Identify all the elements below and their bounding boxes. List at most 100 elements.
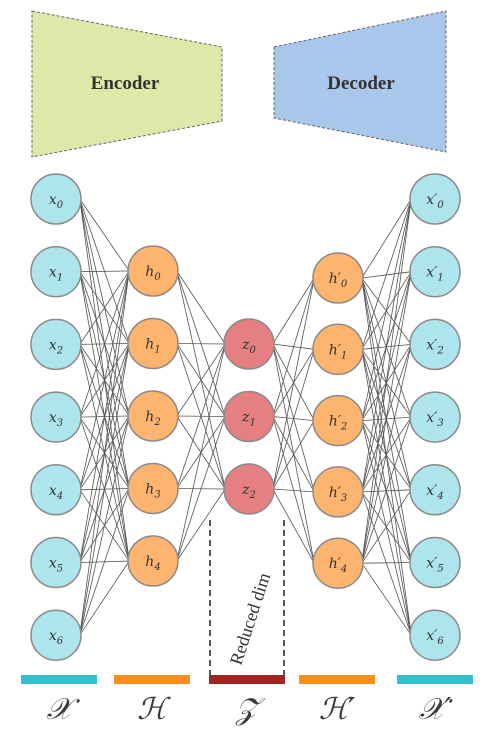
connection-h_prime1-x_prime0	[361, 198, 412, 350]
connection-h_prime0-x_prime0	[361, 198, 412, 279]
node-label: x′1	[426, 265, 443, 284]
connection-x0-h0	[79, 198, 130, 272]
node-label: x′3	[426, 410, 443, 429]
decoder-label: Decoder	[327, 73, 395, 94]
connection-z1-h_prime4	[272, 416, 315, 564]
layer-bar-h_prime	[299, 675, 375, 684]
layer-bar-h	[114, 675, 190, 684]
node-circle	[223, 390, 275, 443]
node-label: h′2	[329, 414, 348, 433]
node-circle	[30, 464, 82, 516]
node-label: h1	[145, 337, 160, 356]
node-h-2: h2	[127, 390, 179, 442]
node-label: x3	[49, 410, 63, 429]
connection-x1-h0	[79, 270, 130, 273]
node-x-2: x2	[30, 318, 82, 371]
connection-h_prime4-x_prime3	[361, 416, 412, 564]
connection-z2-h_prime3	[272, 488, 315, 493]
connection-h2-z0	[176, 343, 226, 417]
connection-z2-h_prime1	[272, 349, 315, 490]
node-label: x5	[49, 556, 63, 575]
connection-z2-h_prime2	[272, 420, 315, 490]
connection-h4-z2	[176, 488, 226, 562]
node-circle	[30, 245, 82, 298]
node-x-3: x3	[30, 391, 82, 443]
node-circle	[30, 318, 82, 371]
connection-x5-h0	[79, 270, 130, 563]
node-h-4: h4	[127, 535, 179, 587]
node-label: h′0	[329, 271, 348, 290]
node-label: h2	[145, 409, 160, 428]
connection-h_prime3-x_prime0	[361, 198, 412, 492]
connection-x6-h1	[79, 343, 130, 636]
node-x_prime-3: x′3	[409, 391, 461, 443]
node-h_prime-0: h′0	[312, 252, 364, 304]
node-label: x1	[49, 265, 63, 284]
node-z-0: z0	[223, 318, 275, 370]
node-circle	[409, 464, 461, 516]
node-x-0: x0	[30, 173, 82, 225]
connection-x2-h0	[79, 270, 130, 345]
node-x_prime-5: x′5	[409, 536, 461, 589]
connection-z1-h_prime0	[272, 277, 315, 417]
node-circle	[409, 173, 461, 225]
node-label: x′0	[426, 192, 444, 211]
node-label: x6	[49, 628, 64, 647]
node-circle	[30, 391, 82, 443]
network-nodes: x0 x1 x2 x3 x4 x5 x6 h0 h1 h2 h3 h4 z0 z1 z2 h′0 h′1 h′2 h…	[30, 173, 461, 661]
node-x-4: x4	[30, 464, 82, 516]
node-x_prime-4: x′4	[409, 464, 461, 516]
node-circle	[127, 245, 179, 297]
node-circle	[312, 466, 364, 518]
node-circle	[312, 537, 364, 589]
decoder-trapezoid	[273, 10, 447, 153]
connection-z0-h_prime0	[272, 277, 315, 345]
node-z-1: z1	[223, 390, 275, 443]
layer-label-z: 𝒵	[235, 692, 266, 727]
connection-h_prime4-x_prime5	[361, 562, 412, 564]
node-label: x2	[49, 337, 63, 356]
node-label: h4	[145, 554, 160, 573]
connection-h_prime4-x_prime6	[361, 562, 412, 636]
layer-label-x_prime: 𝒳′	[419, 692, 453, 727]
node-x_prime-0: x′0	[409, 173, 461, 225]
node-label: h′1	[329, 342, 348, 361]
encoder-block: Encoder	[31, 10, 223, 158]
node-circle	[223, 318, 275, 370]
node-label: x′2	[426, 337, 443, 356]
reduced-dim-annotation: Reduced dim	[209, 520, 285, 680]
node-z-2: z2	[223, 463, 275, 515]
connection-z2-h_prime4	[272, 488, 315, 564]
connection-h_prime4-x_prime0	[361, 198, 412, 564]
node-h_prime-3: h′3	[312, 466, 364, 518]
connection-h0-z0	[176, 270, 226, 345]
connection-h_prime4-x_prime2	[361, 344, 412, 564]
node-circle	[223, 463, 275, 515]
node-x-6: x6	[30, 609, 82, 661]
node-circle	[409, 245, 461, 298]
node-circle	[312, 323, 364, 376]
node-label: h3	[145, 482, 160, 501]
node-label: x4	[49, 483, 63, 502]
layer-bar-x	[21, 675, 97, 684]
connection-z2-h_prime0	[272, 277, 315, 490]
node-label: h′4	[329, 556, 348, 575]
layer-bars	[21, 675, 473, 684]
layer-labels: 𝒳 ℋ 𝒵 ℋ′ 𝒳′	[46, 692, 453, 727]
node-label: z1	[241, 410, 256, 429]
connection-h_prime2-x_prime0	[361, 198, 412, 421]
node-x_prime-2: x′2	[409, 318, 461, 371]
network-connections	[79, 198, 412, 636]
node-label: x′6	[426, 628, 444, 647]
node-circle	[30, 609, 82, 661]
connection-x6-h0	[79, 270, 130, 636]
connection-h3-z0	[176, 343, 226, 489]
node-h_prime-1: h′1	[312, 323, 364, 376]
node-circle	[312, 394, 364, 447]
node-x_prime-6: x′6	[409, 609, 461, 661]
node-label: h0	[145, 264, 161, 283]
connection-h_prime4-x_prime1	[361, 271, 412, 564]
node-circle	[30, 173, 82, 225]
node-h_prime-2: h′2	[312, 394, 364, 447]
